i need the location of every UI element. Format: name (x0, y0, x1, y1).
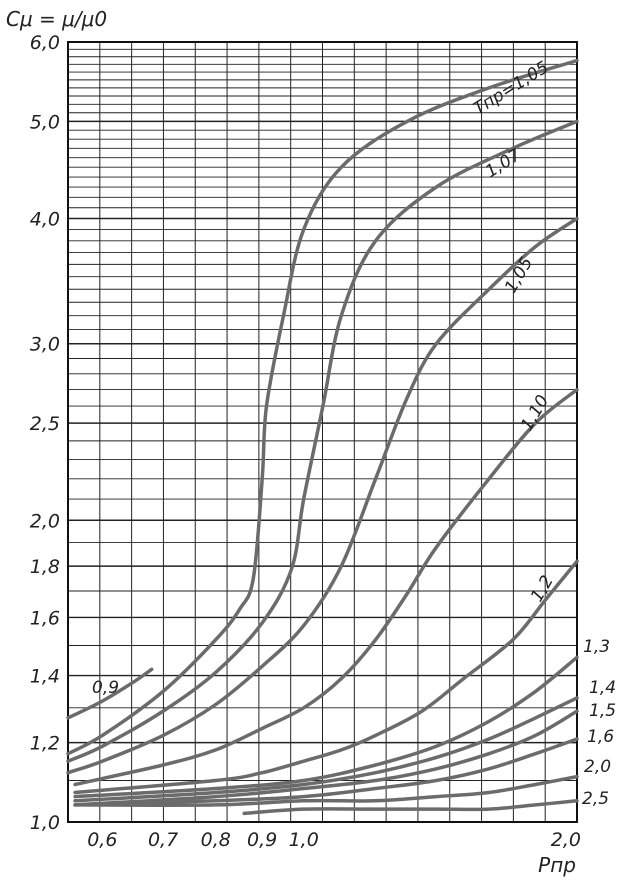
series-curve (242, 799, 579, 816)
series-label: Tпр=1,05 (470, 58, 552, 120)
series-label: 1,4 (589, 678, 616, 698)
series-label: 1,6 (587, 727, 614, 747)
series-curve (73, 737, 579, 807)
y-tick-label: 1,0 (30, 812, 60, 834)
series-label: 2,0 (584, 757, 611, 777)
y-tick-label: 1,6 (30, 607, 60, 629)
series-curve (73, 709, 579, 807)
series-curve (73, 655, 579, 799)
y-tick-label: 2,0 (30, 510, 60, 532)
x-tick-label: 0,9 (247, 829, 277, 851)
series-label: 1,2 (527, 572, 558, 605)
y-tick-label: 3,0 (30, 334, 60, 356)
grid-lines (68, 42, 577, 822)
series-curve (73, 696, 579, 803)
series-curve (66, 119, 579, 763)
series-curve (73, 559, 579, 795)
series-curve (73, 774, 579, 807)
x-tick-label: 0,8 (201, 829, 231, 851)
x-tick-label: 0,6 (87, 829, 117, 851)
y-axis-title: Cμ = μ/μ0 (6, 7, 107, 31)
curves (66, 58, 579, 816)
x-axis-title: Pпр (538, 853, 576, 877)
series-label: 1,3 (583, 637, 610, 657)
y-tick-label: 5,0 (30, 111, 60, 133)
series-curve (73, 387, 579, 787)
y-tick-labels: 1,0 1,2 1,4 1,6 1,8 2,0 2,5 3,0 4,0 5,0 6,0 (30, 32, 60, 834)
x-tick-label: 2,0 (551, 829, 581, 851)
y-tick-label: 4,0 (30, 209, 60, 231)
plot-frame (67, 41, 578, 823)
y-tick-label: 2,5 (30, 413, 60, 435)
y-tick-label: 1,4 (30, 666, 60, 688)
x-tick-label: 1,0 (289, 829, 319, 851)
series-label: 0,9 (92, 678, 119, 698)
y-tick-label: 1,8 (30, 556, 60, 578)
x-tick-labels: 0,6 0,7 0,8 0,9 1,0 2,0 (87, 829, 581, 851)
series-curve (66, 216, 579, 775)
series-label: 2,5 (582, 789, 609, 809)
y-tick-label: 6,0 (30, 32, 60, 54)
series-label: 1,5 (589, 701, 616, 721)
series-curve (66, 58, 579, 756)
x-tick-label: 0,7 (148, 829, 178, 851)
series-label: 1,05 (501, 254, 537, 297)
series-curve (66, 667, 154, 720)
y-tick-label: 1,2 (30, 733, 60, 755)
